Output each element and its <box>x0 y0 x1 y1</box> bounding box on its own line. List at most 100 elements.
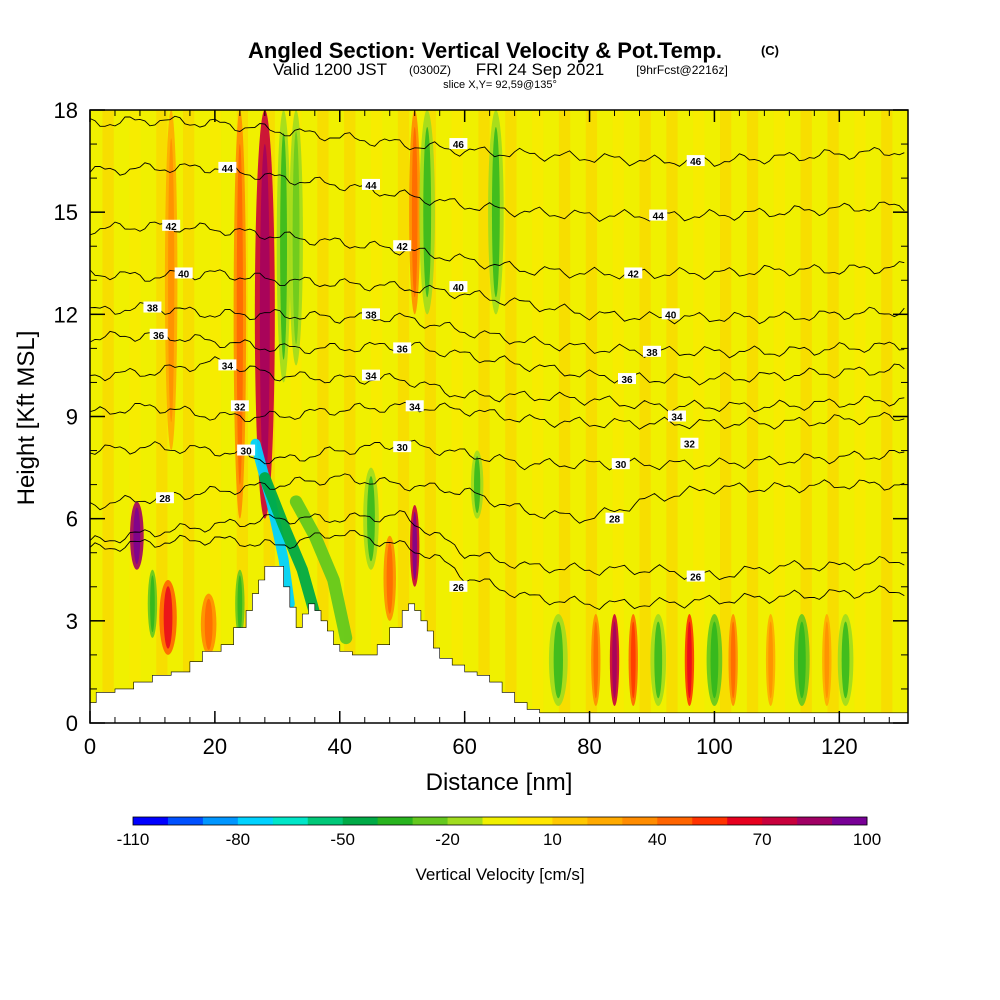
velocity-texture-column <box>102 110 114 723</box>
velocity-texture-column <box>639 110 651 723</box>
y-tick-label: 3 <box>66 609 78 634</box>
isentrope-label: 34 <box>671 413 683 424</box>
velocity-feature-core <box>654 621 663 699</box>
x-tick-label: 100 <box>696 734 733 759</box>
colorbar-tick-label: 100 <box>853 830 881 849</box>
velocity-texture-column <box>881 110 893 723</box>
velocity-texture-column <box>370 110 383 723</box>
x-tick-label: 40 <box>328 734 352 759</box>
velocity-texture-column <box>290 110 302 723</box>
velocity-feature-core <box>204 598 213 650</box>
isentrope-label: 28 <box>159 494 171 505</box>
isentrope-label: 34 <box>365 372 377 383</box>
velocity-texture-column <box>800 110 812 723</box>
velocity-feature-core <box>768 621 773 699</box>
isentrope-label-bg <box>218 359 237 371</box>
isentrope-label-bg <box>143 301 162 313</box>
isentrope-label-bg <box>174 267 193 279</box>
y-tick-label: 9 <box>66 405 78 430</box>
isentrope-label-bg <box>361 308 380 320</box>
isentrope-label: 38 <box>365 310 377 321</box>
x-tick-label: 80 <box>577 734 601 759</box>
velocity-texture-column <box>532 110 544 723</box>
isentrope-label-bg <box>618 373 637 385</box>
colorbar-tick-label: -50 <box>330 830 355 849</box>
isentrope-label: 38 <box>646 348 658 359</box>
velocity-feature-core <box>386 542 393 614</box>
colorbar-swatch <box>342 817 379 825</box>
colorbar-tick-label: -80 <box>226 830 251 849</box>
velocity-feature-core <box>163 586 173 649</box>
isentrope-label-bg <box>449 580 468 592</box>
colorbar-swatch <box>307 817 344 825</box>
isentrope-36 <box>90 330 905 386</box>
x-axis-title: Distance [nm] <box>426 769 573 796</box>
velocity-feature-core <box>710 621 719 699</box>
y-tick-label: 12 <box>54 302 78 327</box>
velocity-feature-core <box>237 575 243 633</box>
isentrope-label-bg <box>155 492 174 504</box>
isentrope-label-bg <box>218 161 237 173</box>
subtitle-zulu: (0300Z) <box>409 63 451 77</box>
isentrope-label: 42 <box>166 222 178 233</box>
colorbar-swatch <box>167 817 204 825</box>
velocity-feature-core <box>630 621 636 699</box>
velocity-texture-column <box>854 110 866 723</box>
velocity-feature-core <box>133 507 141 565</box>
velocity-feature-core <box>824 621 830 699</box>
x-tick-label: 60 <box>452 734 476 759</box>
chart-title-unit: (C) <box>761 43 779 58</box>
isentrope-label-bg <box>361 369 380 381</box>
isentrope-label: 26 <box>690 573 702 584</box>
isentrope-label: 36 <box>397 344 409 355</box>
velocity-texture-column <box>693 110 705 723</box>
isentrope-28 <box>90 473 905 524</box>
velocity-texture-column <box>156 110 168 723</box>
colorbar-swatch <box>657 817 693 825</box>
colorbar-swatch <box>412 817 449 825</box>
velocity-feature-core <box>797 621 806 699</box>
isentrope-label: 30 <box>615 460 627 471</box>
isentrope-label: 26 <box>453 583 465 594</box>
velocity-feature-core <box>593 621 599 699</box>
isentrope-label-bg <box>649 209 668 221</box>
isentrope-label: 40 <box>178 269 190 280</box>
isentrope-26 <box>90 530 905 611</box>
x-tick-label: 20 <box>203 734 227 759</box>
isentrope-label-bg <box>449 281 468 293</box>
isentrope-38 <box>90 302 905 359</box>
colorbar-swatch <box>133 817 169 825</box>
velocity-feature-core <box>730 621 736 699</box>
velocity-feature-core <box>367 476 375 562</box>
velocity-feature-core <box>423 127 432 298</box>
isentrope-42 <box>90 221 905 280</box>
velocity-texture-column <box>478 110 490 723</box>
colorbar-tick-label: 70 <box>753 830 772 849</box>
colorbar-tick-label: -20 <box>435 830 460 849</box>
isentrope-label-bg <box>393 342 412 354</box>
downdraft-band <box>289 495 353 645</box>
colorbar-swatch <box>692 817 728 825</box>
isentrope-label-bg <box>162 219 181 231</box>
y-tick-label: 18 <box>54 98 78 123</box>
x-tick-label: 0 <box>84 734 96 759</box>
isentrope-label-bg <box>449 138 468 150</box>
isentrope-label: 42 <box>397 242 409 253</box>
subtitle-date: FRI 24 Sep 2021 <box>476 60 605 79</box>
isentrope-label: 30 <box>241 447 253 458</box>
isentrope-label-bg <box>680 437 699 449</box>
isentrope-label: 40 <box>665 310 677 321</box>
isentrope-label: 32 <box>234 402 246 413</box>
velocity-texture-column <box>209 110 222 723</box>
velocity-feature-core <box>168 138 175 423</box>
velocity-feature-core <box>280 132 288 360</box>
isentrope-label-bg <box>149 328 168 340</box>
isentrope-label: 44 <box>222 164 234 175</box>
subtitle-valid: Valid 1200 JST <box>273 60 387 79</box>
chart-title: Angled Section: Vertical Velocity & Pot.… <box>248 38 722 63</box>
colorbar-swatch <box>202 817 239 825</box>
isentrope-32 <box>90 402 905 430</box>
colorbar-frame <box>132 816 868 826</box>
velocity-texture-column <box>720 110 732 723</box>
